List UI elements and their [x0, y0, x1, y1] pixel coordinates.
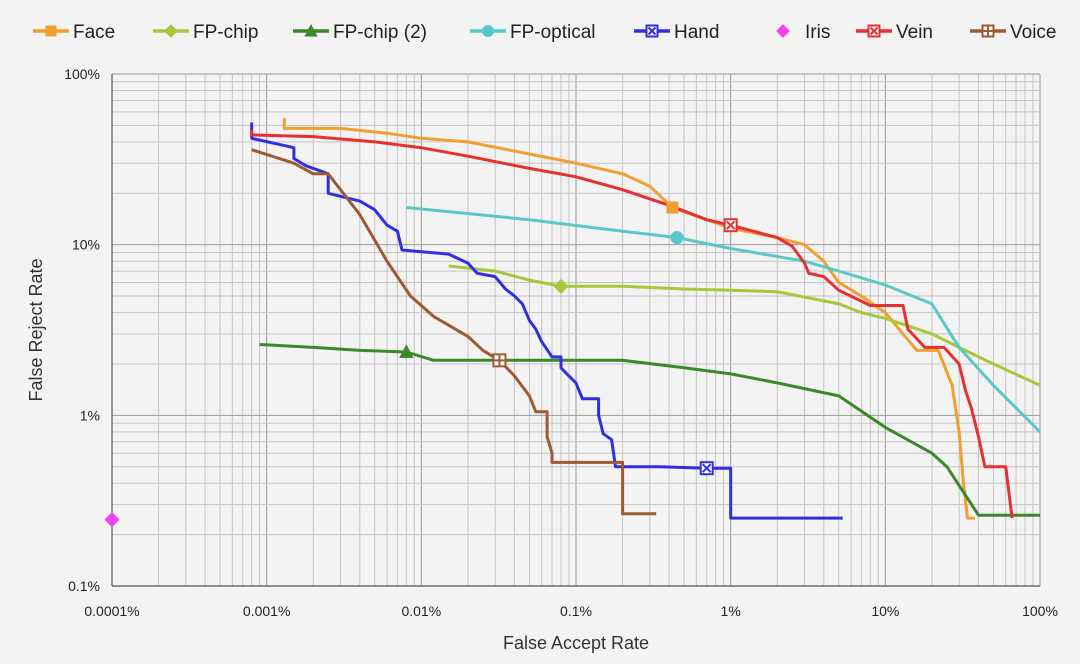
- axes: [111, 74, 1040, 587]
- y-tick-label: 10%: [72, 237, 100, 253]
- marker-shape: [304, 23, 318, 37]
- series-markers: [104, 201, 738, 528]
- y-axis-label: False Reject Rate: [26, 258, 46, 401]
- legend-marker: [45, 25, 57, 37]
- y-tick-label: 100%: [64, 66, 100, 82]
- legend-label: Iris: [805, 22, 830, 43]
- legend-marker: [645, 24, 659, 38]
- x-tick-label: 0.01%: [401, 603, 441, 619]
- y-tick-labels: 0.1% 1% 10% 100%: [64, 66, 100, 594]
- series-line-voice: [251, 148, 657, 516]
- x-tick-label: 0.1%: [560, 603, 592, 619]
- series-line-hand: [250, 122, 843, 520]
- x-tick-labels: 0.0001% 0.001% 0.01% 0.1% 1% 10% 100%: [84, 603, 1058, 619]
- y-tick-label: 1%: [80, 407, 100, 423]
- legend-marker: [867, 24, 881, 38]
- legend-item-face: Face: [33, 22, 115, 43]
- x-tick-label: 100%: [1022, 603, 1058, 619]
- marker-shape: [670, 231, 684, 245]
- series-marker-hand: [699, 461, 714, 476]
- y-tick-label: 0.1%: [68, 578, 100, 594]
- x-tick-label: 0.0001%: [84, 603, 139, 619]
- marker-cross: [725, 220, 736, 230]
- series-line-vein: [250, 130, 1014, 519]
- series-marker-fp-optical: [670, 231, 684, 245]
- legend-marker: [981, 24, 995, 38]
- marker-shape: [45, 25, 57, 37]
- legend-item-vein: Vein: [856, 22, 933, 43]
- legend-item-fp-chip-2: FP-chip (2): [293, 22, 427, 43]
- legend-label: Voice: [1010, 22, 1056, 43]
- marker-shape: [104, 512, 120, 528]
- grid-lines: [111, 73, 1041, 587]
- marker-cross: [869, 26, 879, 36]
- series-marker-vein: [723, 218, 738, 233]
- legend-item-voice: Voice: [970, 22, 1056, 43]
- legend-item-fp-chip: FP-chip: [153, 22, 258, 43]
- legend-label: Hand: [674, 22, 719, 43]
- legend-label: FP-chip (2): [333, 22, 427, 43]
- series-line-fp-optical: [406, 206, 1042, 433]
- marker-shape: [666, 201, 679, 214]
- series-lines: [250, 118, 1042, 520]
- x-tick-label: 0.001%: [243, 603, 290, 619]
- series-marker-fp-chip-2: [399, 344, 414, 359]
- legend-label: FP-chip: [193, 22, 258, 43]
- legend-marker: [164, 24, 178, 38]
- series-marker-fp-chip: [553, 278, 569, 294]
- marker-shape: [553, 278, 569, 294]
- series-marker-voice: [492, 353, 507, 368]
- marker-shape: [776, 24, 790, 38]
- legend-marker: [776, 24, 790, 38]
- legend-label: Face: [73, 22, 115, 43]
- legend-item-iris: Iris: [776, 22, 830, 43]
- series-marker-face: [666, 201, 679, 214]
- x-tick-label: 1%: [721, 603, 741, 619]
- legend-item-hand: Hand: [634, 22, 719, 43]
- marker-shape: [164, 24, 178, 38]
- series-marker-iris: [104, 512, 120, 528]
- legend-label: Vein: [896, 22, 933, 43]
- x-tick-label: 10%: [871, 603, 899, 619]
- marker-shape: [481, 24, 495, 38]
- legend: Face FP-chip FP-chip (2) FP-optical Hand Iris…: [33, 22, 1056, 43]
- legend-item-fp-optical: FP-optical: [470, 22, 596, 43]
- x-axis-label: False Accept Rate: [503, 633, 649, 653]
- marker-cross: [647, 26, 657, 36]
- marker-cross: [702, 463, 712, 473]
- legend-marker: [304, 23, 318, 37]
- legend-marker: [481, 24, 495, 38]
- series-line-fp-chip-2: [259, 343, 1040, 517]
- legend-label: FP-optical: [510, 22, 596, 43]
- marker-shape: [399, 344, 414, 359]
- series-line-fp-chip: [448, 264, 1041, 387]
